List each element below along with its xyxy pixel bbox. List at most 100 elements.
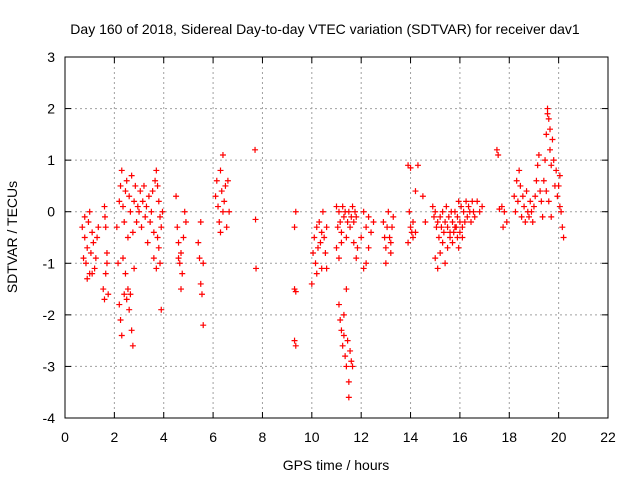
data-point xyxy=(153,167,160,174)
data-point xyxy=(522,219,529,226)
data-point xyxy=(442,219,449,226)
data-point xyxy=(153,265,160,272)
data-point xyxy=(553,167,560,174)
data-point xyxy=(292,342,299,349)
data-point xyxy=(435,234,442,241)
data-point xyxy=(181,208,188,215)
data-point xyxy=(311,234,318,241)
data-point xyxy=(454,213,461,220)
data-point xyxy=(390,213,397,220)
data-point xyxy=(323,265,330,272)
data-point xyxy=(313,270,320,277)
chart-title: Day 160 of 2018, Sidereal Day-to-day VTE… xyxy=(70,21,580,37)
data-point xyxy=(445,213,452,220)
data-point xyxy=(102,270,109,277)
data-point xyxy=(348,358,355,365)
data-point xyxy=(291,224,298,231)
data-point xyxy=(313,224,320,231)
data-point xyxy=(84,244,91,251)
data-point xyxy=(120,203,127,210)
data-point xyxy=(224,177,231,184)
data-point xyxy=(543,188,550,195)
data-point xyxy=(150,255,157,262)
data-point xyxy=(342,353,349,360)
data-point xyxy=(430,213,437,220)
data-point xyxy=(116,198,123,205)
data-point xyxy=(516,167,523,174)
data-point xyxy=(333,203,340,210)
data-point xyxy=(154,234,161,241)
data-point xyxy=(100,286,107,293)
data-point xyxy=(496,206,503,213)
data-point xyxy=(81,213,88,220)
data-point xyxy=(527,198,534,205)
data-point xyxy=(440,229,447,236)
data-point xyxy=(530,203,537,210)
data-point xyxy=(126,193,133,200)
data-point xyxy=(456,229,463,236)
data-point xyxy=(370,219,377,226)
data-point xyxy=(386,234,393,241)
data-point xyxy=(180,234,187,241)
data-point xyxy=(318,229,325,236)
data-point xyxy=(216,219,223,226)
data-point xyxy=(212,193,219,200)
data-point xyxy=(546,146,553,153)
data-point xyxy=(429,203,436,210)
data-point xyxy=(198,291,205,298)
data-point xyxy=(123,177,130,184)
y-tick-label: 0 xyxy=(47,204,55,220)
data-point xyxy=(344,337,351,344)
data-point xyxy=(82,260,89,267)
data-point xyxy=(451,224,458,231)
data-point xyxy=(365,213,372,220)
data-point xyxy=(158,224,165,231)
data-point xyxy=(84,275,91,282)
data-point xyxy=(406,208,413,215)
data-point xyxy=(123,296,130,303)
data-point xyxy=(526,213,533,220)
data-point xyxy=(544,105,551,112)
data-point xyxy=(102,224,109,231)
data-point xyxy=(559,224,566,231)
x-tick-label: 0 xyxy=(61,429,69,445)
data-point xyxy=(495,151,502,158)
data-point xyxy=(322,249,329,256)
data-point xyxy=(87,249,94,256)
data-point xyxy=(175,255,182,262)
data-point xyxy=(419,193,426,200)
data-point xyxy=(519,193,526,200)
data-point xyxy=(455,198,462,205)
data-point xyxy=(197,219,204,226)
data-point xyxy=(537,188,544,195)
y-tick-label: -1 xyxy=(43,255,56,271)
data-point xyxy=(95,224,102,231)
data-point xyxy=(340,213,347,220)
data-point xyxy=(340,332,347,339)
data-point xyxy=(344,219,351,226)
data-point xyxy=(338,229,345,236)
data-point xyxy=(337,317,344,324)
data-point xyxy=(101,213,108,220)
data-point xyxy=(197,280,204,287)
x-tick-label: 10 xyxy=(304,429,320,445)
grid xyxy=(65,57,608,418)
data-point xyxy=(105,291,112,298)
data-point xyxy=(545,115,552,122)
data-point xyxy=(317,239,324,246)
data-point xyxy=(117,317,124,324)
data-point xyxy=(195,239,202,246)
data-point xyxy=(118,332,125,339)
data-point xyxy=(122,270,129,277)
data-point xyxy=(438,224,445,231)
x-tick-label: 22 xyxy=(600,429,616,445)
data-point xyxy=(470,208,477,215)
data-point xyxy=(387,239,394,246)
data-point xyxy=(517,182,524,189)
data-point xyxy=(314,244,321,251)
data-point xyxy=(133,219,140,226)
data-point xyxy=(455,244,462,251)
data-point xyxy=(458,203,465,210)
data-point xyxy=(447,234,454,241)
data-point xyxy=(523,188,530,195)
